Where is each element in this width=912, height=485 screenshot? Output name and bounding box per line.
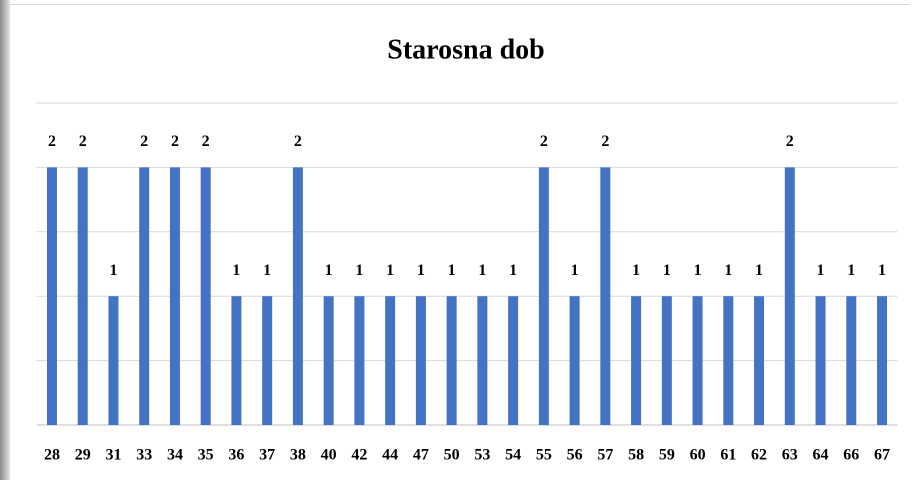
- data-label: 1: [663, 262, 671, 279]
- bar: [262, 296, 273, 425]
- bar: [877, 296, 888, 425]
- bar: [846, 296, 857, 425]
- bar: [77, 167, 88, 425]
- x-tick-label: 56: [567, 447, 583, 464]
- data-label: 1: [694, 262, 702, 279]
- x-tick-label: 57: [597, 447, 613, 464]
- data-label: 1: [478, 262, 486, 279]
- bar: [692, 296, 703, 425]
- x-tick-label: 61: [720, 447, 736, 464]
- x-tick-label: 29: [75, 447, 91, 464]
- bar: [231, 296, 242, 425]
- x-tick-label: 33: [136, 447, 152, 464]
- data-label: 2: [786, 133, 794, 150]
- data-label: 2: [48, 133, 56, 150]
- data-label: 2: [601, 133, 609, 150]
- x-tick-label: 54: [505, 447, 521, 464]
- data-label: 1: [847, 262, 855, 279]
- data-label: 1: [571, 262, 579, 279]
- data-label: 1: [817, 262, 825, 279]
- x-tick-label: 63: [782, 447, 798, 464]
- data-label: 1: [263, 262, 271, 279]
- data-label: 1: [878, 262, 886, 279]
- x-tick-label: 36: [228, 447, 244, 464]
- data-label: 2: [540, 133, 548, 150]
- data-label: 1: [755, 262, 763, 279]
- bar: [723, 296, 734, 425]
- x-tick-label: 28: [44, 447, 60, 464]
- x-tick-label: 35: [198, 447, 214, 464]
- x-tick-label: 55: [536, 447, 552, 464]
- bar: [108, 296, 119, 425]
- chart-title: Starosna dob: [387, 34, 544, 65]
- x-tick-label: 38: [290, 447, 306, 464]
- bar: [323, 296, 334, 425]
- x-tick-label: 58: [628, 447, 644, 464]
- data-label: 1: [355, 262, 363, 279]
- data-label: 1: [632, 262, 640, 279]
- bar: [46, 167, 57, 425]
- x-tick-label: 53: [474, 447, 490, 464]
- bar: [600, 167, 611, 425]
- data-label: 1: [386, 262, 394, 279]
- data-label: 1: [509, 262, 517, 279]
- bar: [661, 296, 672, 425]
- x-tick-label: 31: [105, 447, 121, 464]
- bar: [815, 296, 826, 425]
- data-label: 2: [202, 133, 210, 150]
- data-label: 2: [140, 133, 148, 150]
- data-label: 1: [325, 262, 333, 279]
- x-tick-label: 60: [690, 447, 706, 464]
- bar: [385, 296, 396, 425]
- data-label: 1: [109, 262, 117, 279]
- x-tick-label: 34: [167, 447, 183, 464]
- bar: [538, 167, 549, 425]
- x-tick-label: 44: [382, 447, 398, 464]
- bar: [200, 167, 211, 425]
- bar: [446, 296, 457, 425]
- bar: [508, 296, 519, 425]
- data-label: 2: [171, 133, 179, 150]
- bar: [477, 296, 488, 425]
- data-label: 1: [724, 262, 732, 279]
- data-label: 1: [232, 262, 240, 279]
- bar: [354, 296, 365, 425]
- x-tick-label: 66: [843, 447, 859, 464]
- bar: [569, 296, 580, 425]
- data-label: 2: [294, 133, 302, 150]
- x-tick-label: 47: [413, 447, 429, 464]
- x-tick-label: 59: [659, 447, 675, 464]
- bar: [169, 167, 180, 425]
- x-tick-label: 67: [874, 447, 890, 464]
- bar: [754, 296, 765, 425]
- frame-top: [10, 4, 910, 5]
- data-label: 1: [448, 262, 456, 279]
- x-tick-label: 50: [444, 447, 460, 464]
- x-tick-label: 64: [813, 447, 829, 464]
- window-edge: [0, 0, 10, 480]
- bar: [139, 167, 150, 425]
- x-tick-label: 37: [259, 447, 275, 464]
- bar: [292, 167, 303, 425]
- bar: [415, 296, 426, 425]
- x-tick-label: 62: [751, 447, 767, 464]
- bar: [784, 167, 795, 425]
- bar: [631, 296, 642, 425]
- x-tick-label: 42: [351, 447, 367, 464]
- x-tick-label: 40: [321, 447, 337, 464]
- data-label: 1: [417, 262, 425, 279]
- data-label: 2: [79, 133, 87, 150]
